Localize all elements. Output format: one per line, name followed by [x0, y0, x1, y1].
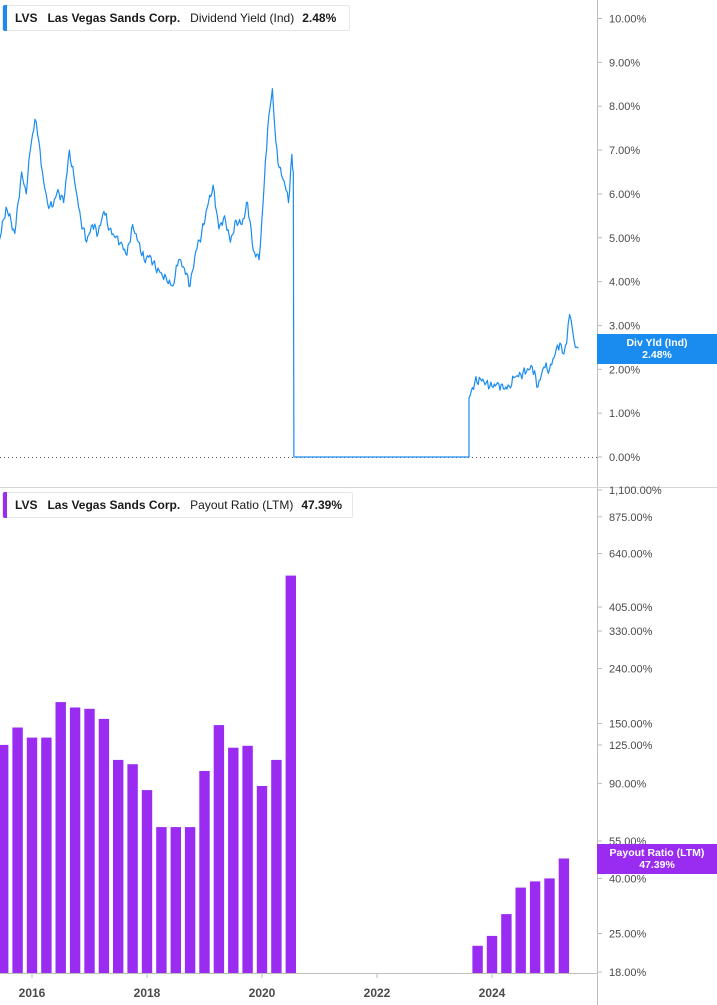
dividend-yield-line — [0, 88, 579, 458]
y-tick-label: 4.00% — [609, 277, 640, 289]
payout-bar — [256, 786, 268, 973]
last-value-tag-dividend-yield: Div Yld (Ind) 2.48% — [597, 334, 717, 364]
y-tick-label: 7.00% — [609, 145, 640, 157]
payout-bar — [127, 764, 138, 973]
payout-bar — [184, 827, 196, 973]
x-tick-label: 2018 — [134, 986, 161, 1000]
legend-color-swatch — [3, 5, 7, 31]
payout-bar — [141, 790, 153, 973]
legend-company-name: Las Vegas Sands Corp. — [47, 11, 181, 25]
tag-title: Div Yld (Ind) — [626, 337, 688, 349]
payout-bar — [242, 745, 253, 973]
y-tick-label: 1.00% — [609, 408, 640, 420]
payout-bar — [558, 858, 570, 973]
x-tick-label: 2020 — [249, 986, 276, 1000]
x-tick-label: 2016 — [19, 986, 46, 1000]
legend-color-swatch — [3, 492, 7, 518]
legend-ticker: LVS — [15, 11, 38, 25]
y-tick-label: 6.00% — [609, 189, 640, 201]
y-tick-label: 8.00% — [609, 101, 640, 113]
payout-bar — [26, 737, 38, 973]
payout-bar — [170, 827, 181, 973]
payout-bar — [472, 945, 483, 973]
y-tick-label: 125.00% — [609, 740, 653, 752]
payout-bar — [515, 887, 526, 973]
dividend-yield-panel: 0.00% 1.00% 2.00% 3.00% 4.00% 5.00% 6.00% 7.00%… — [0, 14, 647, 464]
payout-bar — [271, 759, 282, 973]
payout-bar — [113, 759, 124, 973]
payout-bar — [529, 881, 541, 973]
payout-bar — [84, 708, 95, 973]
y-tick-label: 0.00% — [609, 452, 640, 464]
y-tick-label: 3.00% — [609, 320, 640, 332]
y-tick-label: 2.00% — [609, 364, 640, 376]
x-tick-label: 2024 — [479, 986, 506, 1000]
x-tick-label: 2022 — [364, 986, 391, 1000]
legend-metric: Dividend Yield (Ind) — [190, 11, 295, 25]
legend-company-name: Las Vegas Sands Corp. — [47, 498, 181, 512]
payout-bar — [41, 737, 52, 973]
y-tick-label: 330.00% — [609, 626, 653, 638]
tag-value: 47.39% — [639, 859, 675, 871]
y-tick-label: 10.00% — [609, 14, 647, 26]
payout-bar — [501, 914, 512, 973]
tag-title: Payout Ratio (LTM) — [609, 847, 705, 859]
payout-bar — [199, 771, 210, 973]
y-tick-label: 640.00% — [609, 548, 653, 560]
payout-bar — [156, 827, 167, 973]
legend-payout-ratio: LVS Las Vegas Sands Corp. Payout Ratio (… — [2, 492, 353, 518]
payout-bar — [0, 744, 9, 973]
legend-dividend-yield: LVS Las Vegas Sands Corp. Dividend Yield… — [2, 5, 350, 31]
tag-value: 2.48% — [642, 349, 672, 361]
legend-metric: Payout Ratio (LTM) — [190, 498, 294, 512]
payout-bar — [55, 702, 66, 973]
y-tick-label: 405.00% — [609, 602, 653, 614]
y-tick-label: 40.00% — [609, 873, 647, 885]
payout-ratio-panel: 18.00%25.00%40.00%55.00%90.00%125.00%150… — [0, 485, 662, 979]
payout-bar — [228, 747, 239, 973]
x-axis: 2016 2018 2020 2022 2024 — [19, 973, 506, 1000]
y-tick-label: 875.00% — [609, 512, 653, 524]
payout-bar — [285, 575, 296, 973]
y-tick-label: 9.00% — [609, 57, 640, 69]
payout-bar — [486, 935, 498, 973]
y-tick-label: 18.00% — [609, 967, 647, 979]
payout-bar — [12, 727, 23, 973]
last-value-tag-payout-ratio: Payout Ratio (LTM) 47.39% — [597, 844, 717, 874]
payout-bar — [69, 707, 81, 973]
y-tick-label: 5.00% — [609, 233, 640, 245]
y-tick-label: 240.00% — [609, 663, 653, 675]
y-tick-label: 90.00% — [609, 778, 647, 790]
payout-bar — [544, 878, 555, 973]
y-tick-label: 1,100.00% — [609, 485, 662, 497]
legend-value: 2.48% — [302, 11, 337, 25]
legend-value: 47.39% — [301, 498, 343, 512]
y-tick-label: 25.00% — [609, 928, 647, 940]
payout-bar — [213, 725, 225, 973]
legend-ticker: LVS — [15, 498, 38, 512]
y-tick-label: 150.00% — [609, 719, 653, 731]
payout-bar — [98, 718, 110, 973]
